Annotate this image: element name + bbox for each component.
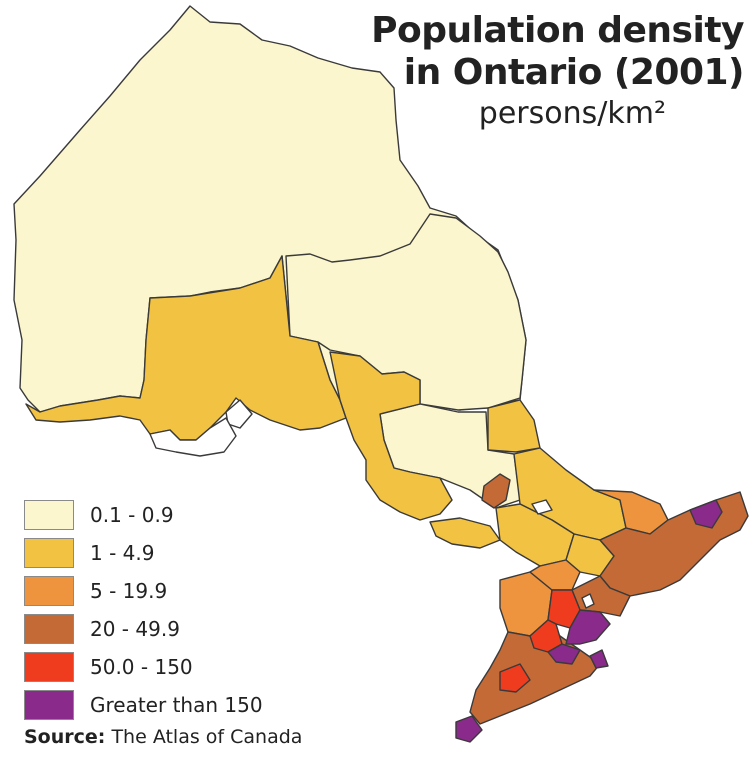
legend-item: Greater than 150 — [24, 686, 263, 724]
region-timiskaming — [487, 399, 541, 453]
region-windsor — [455, 715, 483, 743]
legend-label: 0.1 - 0.9 — [90, 503, 174, 527]
source-label: Source: — [24, 726, 106, 748]
legend-swatch — [24, 576, 74, 606]
legend-swatch — [24, 538, 74, 568]
legend-item: 5 - 19.9 — [24, 572, 263, 610]
title-line-1: Population density — [371, 10, 744, 51]
source-credit: Source: The Atlas of Canada — [24, 726, 302, 748]
region-hamilton — [547, 643, 581, 665]
title-line-2: in Ontario (2001) — [403, 52, 745, 93]
legend-label: Greater than 150 — [90, 693, 263, 717]
legend-label: 5 - 19.9 — [90, 579, 168, 603]
region-manitoulin — [429, 517, 501, 549]
legend-item: 1 - 4.9 — [24, 534, 263, 572]
region-ottawa — [689, 499, 723, 529]
legend-label: 50.0 - 150 — [90, 655, 193, 679]
region-niagara — [589, 649, 609, 669]
legend-label: 20 - 49.9 — [90, 617, 180, 641]
map-title: Population density in Ontario (2001) — [371, 10, 744, 94]
lake-superior-shore — [149, 417, 237, 457]
legend-item: 20 - 49.9 — [24, 610, 263, 648]
legend-label: 1 - 4.9 — [90, 541, 155, 565]
legend: 0.1 - 0.9 1 - 4.9 5 - 19.9 20 - 49.9 50.… — [24, 496, 263, 724]
legend-swatch — [24, 614, 74, 644]
region-sudbury-city — [481, 473, 511, 509]
region-algoma — [329, 351, 453, 521]
map-units: persons/km² — [478, 96, 666, 131]
region-middlesex — [499, 663, 531, 693]
region-toronto-gta — [565, 609, 611, 645]
legend-swatch — [24, 690, 74, 720]
legend-swatch — [24, 500, 74, 530]
source-text: The Atlas of Canada — [111, 726, 303, 748]
legend-item: 50.0 - 150 — [24, 648, 263, 686]
legend-item: 0.1 - 0.9 — [24, 496, 263, 534]
lake-simcoe — [581, 593, 595, 609]
legend-swatch — [24, 652, 74, 682]
lake-nipissing — [531, 499, 553, 515]
